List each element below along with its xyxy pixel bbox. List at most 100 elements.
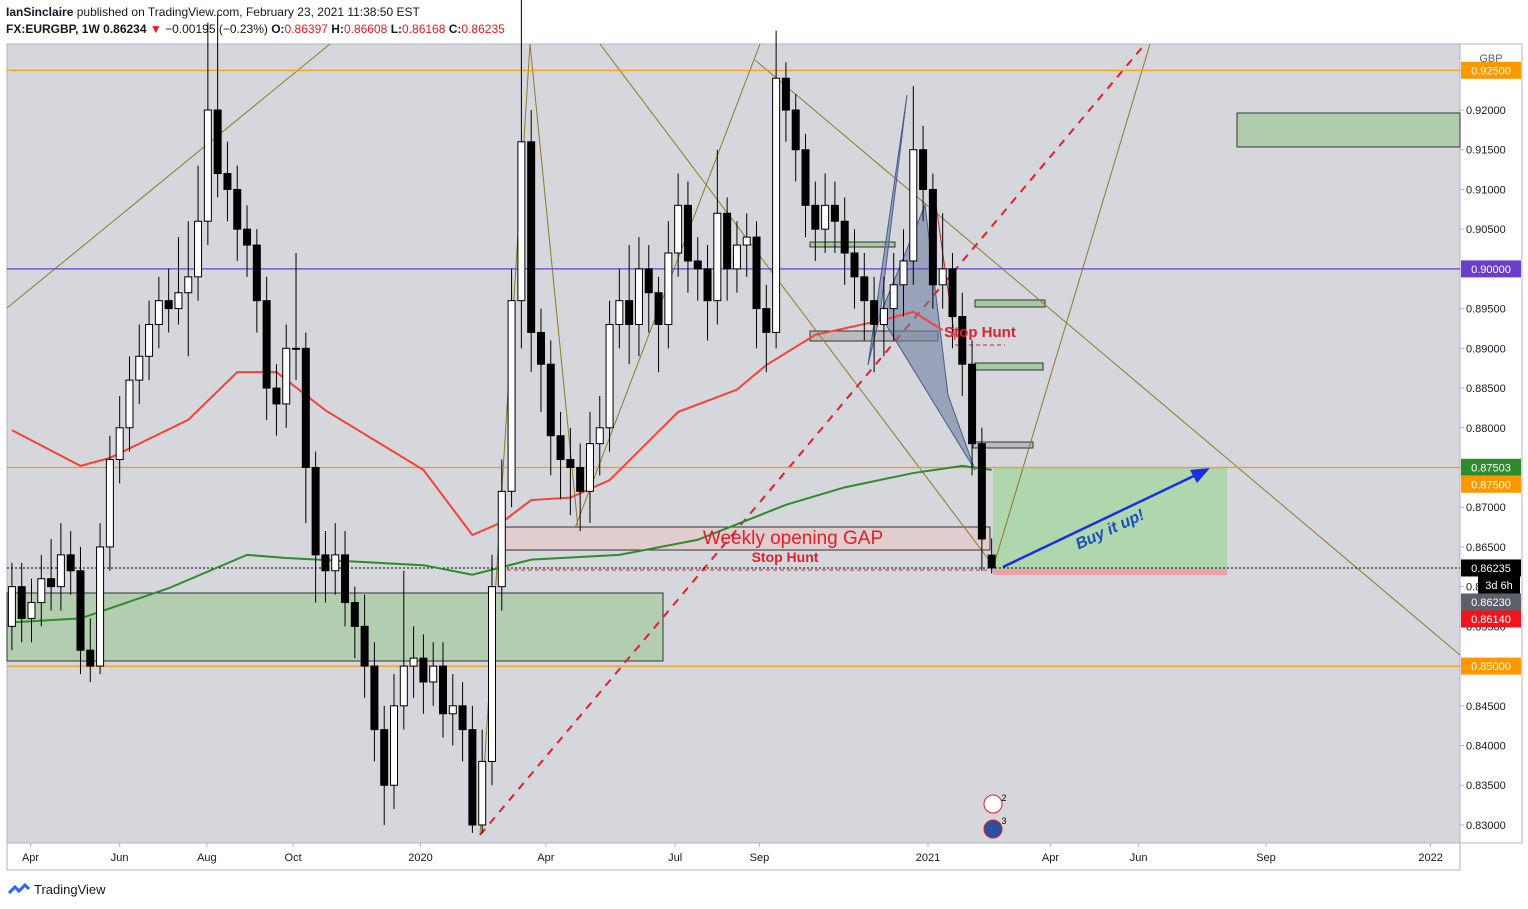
candle-body bbox=[977, 443, 986, 540]
price-label: 0.86140 bbox=[1471, 614, 1511, 626]
candle-body bbox=[928, 188, 937, 286]
author: IanSinclaire bbox=[6, 5, 74, 19]
published: published on TradingView.com, February 2… bbox=[76, 5, 420, 19]
zone bbox=[972, 441, 1034, 449]
l-label: L: bbox=[390, 22, 403, 36]
candle-body bbox=[380, 729, 389, 786]
x-tick-label: Apr bbox=[22, 852, 39, 864]
candle-body bbox=[507, 300, 516, 492]
candle-body bbox=[96, 546, 105, 667]
candle-body bbox=[762, 308, 771, 333]
candle-body bbox=[781, 77, 790, 111]
trend-line bbox=[992, 43, 1151, 569]
price-label: 0.85000 bbox=[1471, 661, 1511, 673]
y-tick-label: 0.89500 bbox=[1466, 304, 1506, 316]
candle-body bbox=[536, 331, 545, 365]
y-tick-label: 0.83500 bbox=[1466, 780, 1506, 792]
candle-body bbox=[125, 379, 134, 429]
candle-body bbox=[311, 466, 320, 556]
annotation: Stop Hunt bbox=[752, 549, 819, 565]
zone bbox=[1236, 112, 1461, 148]
candle-body bbox=[566, 459, 575, 468]
l: 0.86168 bbox=[402, 22, 446, 36]
price-label-bg bbox=[1461, 593, 1521, 611]
candle-body bbox=[938, 268, 947, 286]
candle-body bbox=[948, 268, 957, 318]
candle-body bbox=[282, 347, 291, 405]
candle-body bbox=[634, 268, 643, 325]
price-label-bg bbox=[1461, 61, 1521, 79]
y-tick-label: 0.89000 bbox=[1466, 343, 1506, 355]
event-count: 2 bbox=[1001, 793, 1006, 803]
candle-body bbox=[811, 204, 820, 230]
candle-body bbox=[546, 363, 555, 437]
annotation: Weekly opening GAP bbox=[703, 528, 883, 549]
y-tick-label: 0.88500 bbox=[1466, 383, 1506, 395]
candle-body bbox=[105, 459, 114, 548]
candle-body bbox=[752, 236, 761, 310]
symbol: FX:EURGBP, 1W bbox=[6, 22, 100, 36]
candle-body bbox=[772, 77, 781, 333]
candle-body bbox=[135, 355, 144, 381]
zone bbox=[974, 362, 1044, 371]
trend-line bbox=[599, 43, 996, 569]
candle-body bbox=[76, 570, 85, 651]
candle-body bbox=[742, 236, 751, 246]
candle-body bbox=[850, 252, 859, 278]
o-label: O: bbox=[271, 22, 285, 36]
zone bbox=[809, 241, 896, 248]
price-label: 0.90000 bbox=[1471, 264, 1511, 276]
candle-body bbox=[899, 260, 908, 286]
x-tick-label: 2022 bbox=[1418, 852, 1442, 864]
candle-body bbox=[350, 602, 359, 627]
time-axis bbox=[6, 842, 1461, 871]
x-tick-label: 2021 bbox=[916, 852, 940, 864]
y-tick-label: 0.84500 bbox=[1466, 701, 1506, 713]
header: IanSinclaire published on TradingView.co… bbox=[6, 4, 505, 38]
annotation: Stop Hunt bbox=[944, 324, 1016, 341]
candle-body bbox=[86, 649, 95, 667]
candle-body bbox=[478, 760, 487, 826]
candle-body bbox=[448, 705, 457, 715]
price-label: 0.92500 bbox=[1471, 65, 1511, 77]
candle-body bbox=[145, 324, 154, 357]
h-label: H: bbox=[331, 22, 344, 36]
price-label-bg bbox=[1461, 657, 1521, 675]
candle-body bbox=[262, 300, 271, 389]
candle-body bbox=[458, 705, 467, 731]
y-tick-label: 0.84000 bbox=[1466, 741, 1506, 753]
candle-body bbox=[27, 602, 36, 619]
candle-body bbox=[576, 466, 585, 492]
candle-body bbox=[674, 204, 683, 254]
x-tick-label: Jul bbox=[668, 852, 682, 864]
moving-average bbox=[11, 464, 992, 624]
candle-body bbox=[360, 625, 369, 667]
arrow: ▼ bbox=[149, 22, 162, 36]
candle-body bbox=[958, 316, 967, 365]
candle-body bbox=[66, 554, 75, 572]
candle-body bbox=[272, 387, 281, 405]
y-tick-label: 0.86500 bbox=[1466, 542, 1506, 554]
arrow-head bbox=[1190, 468, 1210, 483]
event-icon[interactable] bbox=[983, 819, 1003, 839]
x-tick-label: Oct bbox=[285, 852, 302, 864]
candle-body bbox=[194, 220, 203, 278]
candle-body bbox=[879, 308, 888, 326]
y-tick-label: 0.91000 bbox=[1466, 184, 1506, 196]
price-label-bg bbox=[1461, 260, 1521, 278]
candle-body bbox=[821, 204, 830, 230]
candle-body bbox=[487, 586, 496, 762]
candle-body bbox=[517, 141, 526, 302]
candle-body bbox=[321, 554, 330, 572]
y-tick-label: 0.83000 bbox=[1466, 820, 1506, 832]
candle-body bbox=[909, 149, 918, 262]
candle-body bbox=[243, 228, 252, 246]
brand: TradingView bbox=[34, 882, 106, 897]
candle-body bbox=[174, 292, 183, 310]
event-icon[interactable] bbox=[983, 794, 1003, 814]
candle-body bbox=[605, 324, 614, 429]
x-tick-label: Jun bbox=[1130, 852, 1148, 864]
candle-body bbox=[301, 347, 310, 468]
